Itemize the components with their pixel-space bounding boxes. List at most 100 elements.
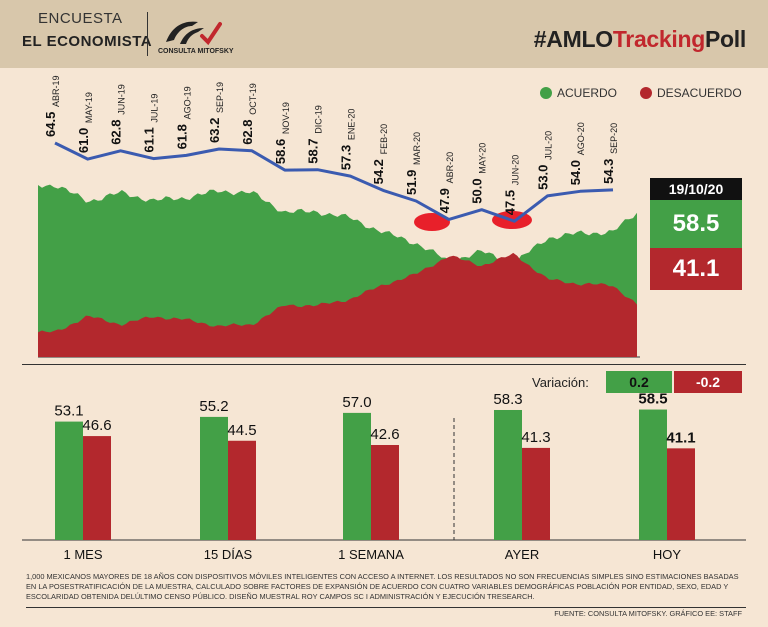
point-month-label: JUL-20 bbox=[543, 131, 553, 160]
current-date: 19/10/20 bbox=[650, 178, 742, 200]
point-value-label: 61.0 bbox=[76, 128, 91, 153]
legend-desacuerdo-label: DESACUERDO bbox=[657, 86, 742, 100]
bar-acuerdo bbox=[55, 421, 83, 540]
bar-desacuerdo bbox=[667, 448, 695, 540]
point-month-label: JUN-19 bbox=[117, 84, 127, 115]
bar-desacuerdo bbox=[83, 436, 111, 540]
panel-divider bbox=[22, 364, 746, 365]
point-month-label: NOV-19 bbox=[281, 102, 291, 134]
point-value-label: 54.2 bbox=[371, 159, 386, 184]
bar-desacuerdo-value: 46.6 bbox=[82, 417, 111, 434]
bar-category-label: HOY bbox=[653, 547, 682, 562]
bar-acuerdo-value: 58.3 bbox=[493, 391, 522, 408]
point-label-group: 54.0 AGO-20 bbox=[568, 122, 586, 185]
point-value-label: 61.8 bbox=[174, 124, 189, 149]
crossover-highlight bbox=[414, 213, 450, 231]
point-label-group: 64.5 ABR-19 bbox=[43, 75, 61, 137]
point-label-group: 58.6 NOV-19 bbox=[273, 102, 291, 164]
point-month-label: OCT-19 bbox=[248, 83, 258, 115]
point-label-group: 62.8 OCT-19 bbox=[240, 83, 258, 145]
point-label-group: 54.2 FEB-20 bbox=[371, 124, 389, 185]
variation-acuerdo: 0.2 bbox=[606, 371, 672, 393]
desacuerdo-area bbox=[38, 252, 637, 357]
point-label-group: 47.9 ABR-20 bbox=[437, 152, 455, 214]
point-value-label: 58.7 bbox=[306, 138, 321, 163]
hashtag-suffix: Poll bbox=[705, 26, 746, 52]
bar-desacuerdo bbox=[228, 440, 256, 540]
bar-acuerdo-value: 58.5 bbox=[638, 391, 667, 408]
footnote-divider bbox=[26, 607, 746, 608]
bar-desacuerdo bbox=[522, 447, 550, 540]
point-month-label: JUL-19 bbox=[150, 94, 160, 123]
legend-acuerdo: ACUERDO bbox=[540, 86, 617, 100]
bar-acuerdo bbox=[200, 416, 228, 540]
mitofsky-logo-icon bbox=[166, 21, 222, 46]
footnote: 1,000 mexicanos mayores de 18 años con d… bbox=[26, 572, 739, 601]
hashtag-mid: Tracking bbox=[612, 26, 706, 52]
tracking-area-chart: 64.5 ABR-19 61.0 MAY-19 62.8 JUN-19 61.1 JUL-19… bbox=[38, 75, 640, 358]
point-value-label: 50.0 bbox=[470, 178, 485, 203]
point-value-label: 63.2 bbox=[207, 118, 222, 143]
point-value-label: 62.8 bbox=[240, 119, 255, 144]
current-desacuerdo: 41.1 bbox=[650, 248, 742, 290]
point-label-group: 50.0 MAY-20 bbox=[470, 143, 488, 204]
point-month-label: DIC-19 bbox=[314, 105, 324, 134]
brand-subtitle: EL ECONOMISTA bbox=[22, 33, 153, 50]
bar-acuerdo-value: 55.2 bbox=[199, 398, 228, 415]
header-bar: ENCUESTA EL ECONOMISTA CONSULTA MITOFSKY… bbox=[0, 0, 768, 68]
point-month-label: MAY-19 bbox=[84, 92, 94, 123]
point-month-label: MAY-20 bbox=[478, 143, 488, 174]
bar-acuerdo-value: 53.1 bbox=[54, 403, 83, 420]
point-month-label: SEP-20 bbox=[609, 123, 619, 154]
point-value-label: 47.9 bbox=[437, 188, 452, 213]
point-month-label: MAR-20 bbox=[412, 132, 422, 165]
legend-acuerdo-dot bbox=[540, 87, 552, 99]
bar-acuerdo bbox=[494, 409, 522, 540]
variation-desacuerdo: -0.2 bbox=[674, 371, 742, 393]
point-label-group: 57.3 ENE-20 bbox=[338, 109, 356, 171]
acuerdo-trend-line bbox=[54, 141, 614, 223]
bar-acuerdo-value: 57.0 bbox=[342, 394, 371, 411]
point-value-label: 61.1 bbox=[142, 127, 157, 152]
point-label-group: 51.9 MAR-20 bbox=[404, 132, 422, 195]
bar-desacuerdo-value: 41.3 bbox=[521, 429, 550, 446]
point-label-group: 61.1 JUL-19 bbox=[142, 94, 160, 153]
point-month-label: ABR-20 bbox=[445, 152, 455, 184]
point-month-label: JUN-20 bbox=[511, 155, 521, 186]
bar-desacuerdo-value: 44.5 bbox=[227, 422, 256, 439]
current-acuerdo: 58.5 bbox=[650, 200, 742, 248]
point-month-label: AGO-20 bbox=[576, 122, 586, 155]
bar-desacuerdo-value: 41.1 bbox=[666, 429, 695, 446]
bar-desacuerdo bbox=[371, 445, 399, 540]
bar-category-label: 15 DÍAS bbox=[204, 547, 253, 562]
point-value-label: 54.0 bbox=[568, 160, 583, 185]
point-value-label: 64.5 bbox=[43, 112, 58, 137]
hashtag-prefix: #AMLO bbox=[533, 26, 613, 52]
point-value-label: 54.3 bbox=[601, 159, 616, 184]
legend-desacuerdo-dot bbox=[640, 87, 652, 99]
legend-desacuerdo: DESACUERDO bbox=[640, 86, 742, 100]
point-label-group: 54.3 SEP-20 bbox=[601, 123, 619, 184]
point-value-label: 53.0 bbox=[535, 165, 550, 190]
point-value-label: 62.8 bbox=[109, 119, 124, 144]
bar-acuerdo bbox=[639, 409, 667, 540]
bar-category-label: 1 MES bbox=[63, 547, 102, 562]
header-divider bbox=[147, 12, 148, 56]
point-label-group: 47.5 JUN-20 bbox=[503, 155, 521, 216]
point-label-group: 58.7 DIC-19 bbox=[306, 105, 324, 164]
point-label-group: 53.0 JUL-20 bbox=[535, 131, 553, 190]
bar-category-label: AYER bbox=[505, 547, 539, 562]
point-label-group: 62.8 JUN-19 bbox=[109, 84, 127, 145]
point-value-label: 51.9 bbox=[404, 170, 419, 195]
brand-title: ENCUESTA bbox=[38, 10, 123, 27]
bar-acuerdo bbox=[343, 412, 371, 540]
legend-acuerdo-label: ACUERDO bbox=[557, 86, 618, 100]
point-label-group: 61.0 MAY-19 bbox=[76, 92, 94, 153]
point-label-group: 61.8 AGO-19 bbox=[174, 86, 192, 149]
point-value-label: 47.5 bbox=[503, 190, 518, 215]
source-credit: FUENTE: CONSULTA MITOFSKY. GRÁFICO EE: S… bbox=[554, 609, 742, 618]
bar-desacuerdo-value: 42.6 bbox=[370, 426, 399, 443]
point-value-label: 57.3 bbox=[338, 145, 353, 170]
variation-label: Variación: bbox=[532, 375, 589, 390]
bar-category-label: 1 SEMANA bbox=[338, 547, 404, 562]
